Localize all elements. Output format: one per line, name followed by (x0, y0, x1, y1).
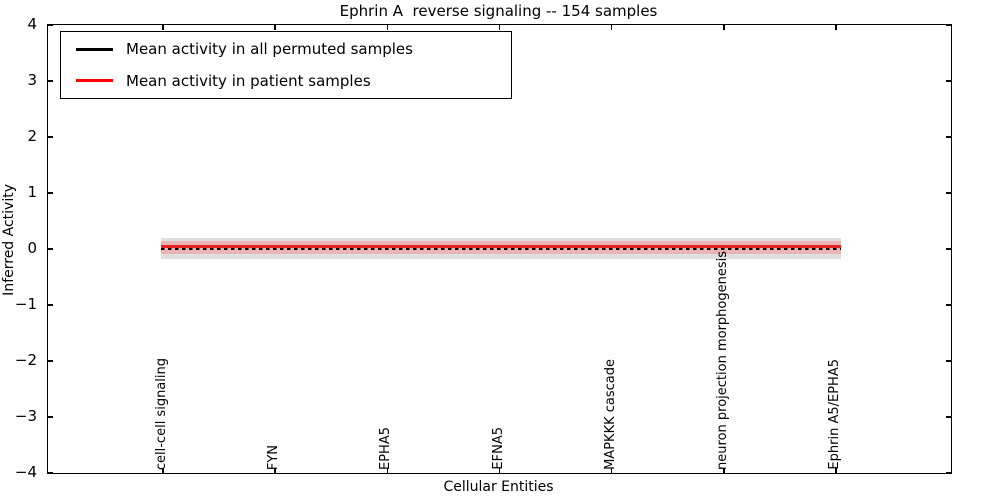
x-tick-mark (610, 25, 613, 30)
y-tick-mark (48, 80, 53, 82)
y-tick-label: 0 (27, 239, 37, 257)
patient-line-swatch (76, 79, 113, 82)
x-tick-label: neuron projection morphogenesis (714, 251, 730, 470)
plot-area: Mean activity in all permuted samples Me… (47, 24, 952, 474)
x-axis-label: Cellular Entities (443, 479, 554, 495)
x-tick-mark (498, 25, 501, 30)
y-tick-mark (48, 304, 53, 306)
y-tick-mark (946, 192, 951, 194)
x-tick-mark (274, 25, 276, 30)
x-tick-mark (386, 468, 389, 473)
x-tick-mark (386, 25, 389, 30)
x-tick-label: EFNA5 (490, 427, 506, 470)
y-tick-mark (48, 24, 53, 26)
x-tick-mark (723, 25, 725, 30)
y-tick-mark (946, 416, 951, 418)
y-tick-mark (48, 416, 53, 418)
y-tick-label: −1 (14, 295, 37, 313)
x-tick-label: FYN (266, 444, 282, 470)
x-tick-label: MAPKKK cascade (602, 359, 618, 470)
x-tick-mark (498, 468, 501, 473)
x-tick-mark (162, 468, 164, 473)
y-tick-label: 3 (27, 71, 37, 89)
legend: Mean activity in all permuted samples Me… (60, 31, 512, 99)
x-tick-label: Ephrin A5/EPHA5 (827, 359, 842, 470)
x-tick-mark (835, 25, 837, 30)
legend-row-permuted: Mean activity in all permuted samples (61, 35, 511, 63)
x-tick-mark (835, 468, 837, 473)
permuted-mean-markers (161, 248, 841, 250)
x-tick-label: EPHA5 (378, 427, 394, 470)
x-tick-mark (274, 468, 276, 473)
y-tick-label: 2 (27, 127, 37, 145)
patient-mean-line (161, 245, 841, 248)
y-tick-mark (48, 360, 53, 362)
permuted-line-swatch (76, 48, 113, 51)
y-tick-mark (946, 304, 951, 306)
y-tick-mark (48, 192, 53, 194)
y-tick-mark (946, 360, 951, 362)
y-tick-mark (946, 80, 951, 82)
legend-row-patient: Mean activity in patient samples (61, 67, 511, 95)
chart-title: Ephrin A reverse signaling -- 154 sample… (339, 2, 658, 20)
y-tick-mark (48, 472, 53, 474)
y-tick-mark (48, 136, 53, 138)
y-tick-label: −3 (14, 407, 37, 425)
y-tick-mark (946, 472, 951, 474)
y-tick-mark (946, 136, 951, 138)
x-tick-mark (723, 468, 725, 473)
y-tick-mark (946, 248, 951, 250)
y-tick-mark (48, 248, 53, 250)
y-tick-label: −2 (14, 351, 37, 369)
legend-label-patient: Mean activity in patient samples (126, 71, 371, 90)
x-tick-label: cell-cell signaling (154, 357, 169, 470)
legend-label-permuted: Mean activity in all permuted samples (126, 40, 413, 59)
y-tick-labels: 4 3 2 1 0 −1 −2 −3 −4 (0, 0, 42, 500)
x-tick-mark (610, 468, 613, 473)
y-tick-label: 1 (27, 183, 37, 201)
y-tick-mark (946, 24, 951, 26)
y-tick-label: −4 (14, 463, 37, 481)
x-tick-mark (162, 25, 164, 30)
y-tick-label: 4 (27, 15, 37, 33)
